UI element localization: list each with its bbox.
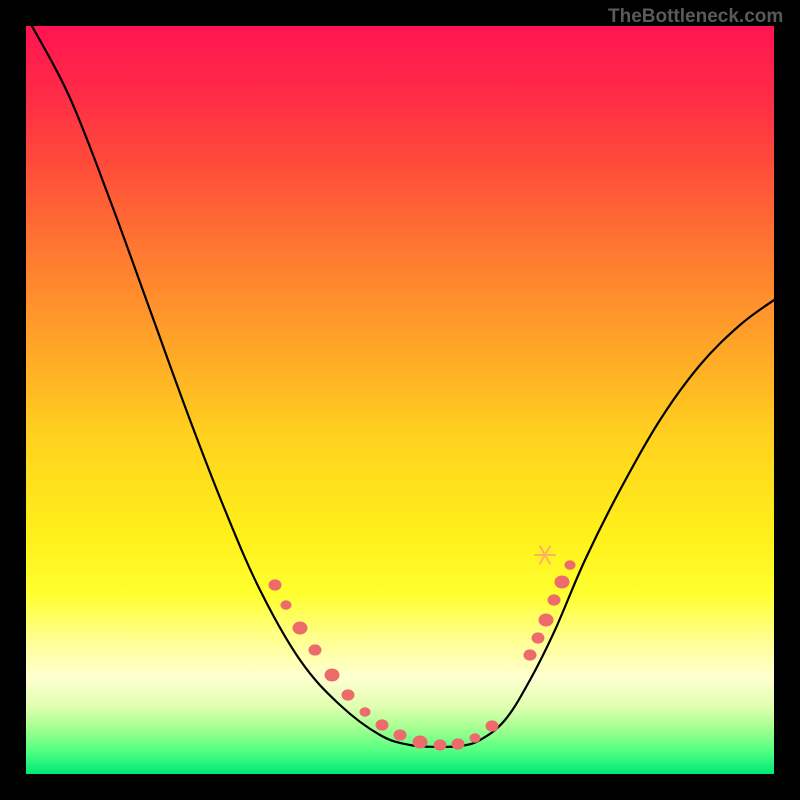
plot-area bbox=[26, 26, 774, 774]
watermark-text: TheBottleneck.com bbox=[608, 6, 783, 28]
gradient-background bbox=[26, 26, 774, 774]
chart-container: TheBottleneck.com bbox=[0, 0, 800, 800]
